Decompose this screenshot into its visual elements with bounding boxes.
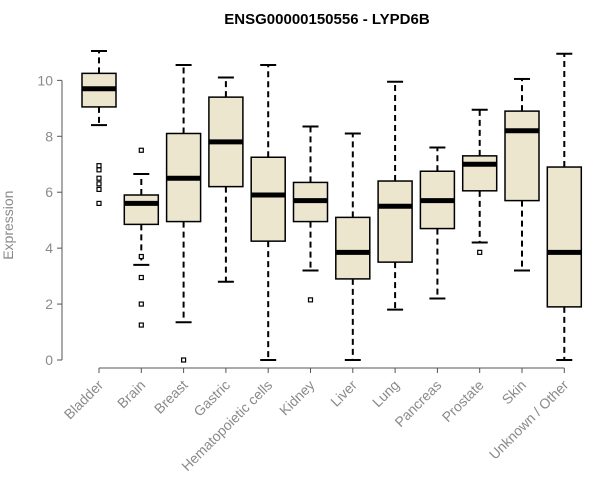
- outlier-point: [181, 357, 187, 363]
- x-tick-label: Bladder: [61, 377, 107, 423]
- iqr-box: [504, 110, 540, 202]
- outlier-point: [477, 249, 483, 255]
- x-tick-label: Breast: [151, 377, 191, 417]
- outlier-point: [96, 163, 102, 169]
- box-breast: [165, 63, 202, 363]
- iqr-box: [250, 156, 286, 242]
- y-axis-label: Expression: [0, 191, 16, 260]
- iqr-box: [377, 180, 413, 263]
- y-tick-label: 0: [45, 352, 53, 368]
- box-brain: [123, 147, 160, 328]
- x-tick-label: Prostate: [439, 377, 487, 425]
- x-tick-label: Brain: [114, 377, 148, 411]
- x-tick-label: Kidney: [276, 377, 318, 419]
- y-tick-label: 6: [45, 184, 53, 200]
- chart-title: ENSG00000150556 - LYPD6B: [224, 11, 430, 28]
- box-hematopoietic-cells: [250, 63, 286, 361]
- y-tick-label: 8: [45, 128, 53, 144]
- box-lung: [377, 80, 413, 311]
- outlier-point: [96, 167, 102, 173]
- x-tick-label: Liver: [327, 377, 360, 410]
- y-axis: 0 2 4 6 8 10: [37, 72, 63, 368]
- outlier-point: [96, 181, 102, 187]
- x-tick-label: Unknown / Other: [486, 377, 572, 463]
- box-series: [81, 49, 583, 363]
- x-tick-label: Pancreas: [391, 377, 444, 430]
- y-tick-label: 4: [45, 240, 53, 256]
- iqr-box: [546, 166, 583, 308]
- outlier-point: [138, 274, 144, 281]
- outlier-point: [96, 186, 102, 193]
- box-unknown-other: [546, 52, 583, 361]
- iqr-box: [335, 216, 371, 280]
- box-liver: [335, 132, 371, 361]
- y-tick-label: 2: [45, 296, 53, 312]
- box-skin: [504, 77, 540, 272]
- outlier-point: [96, 200, 102, 206]
- y-tick-label: 10: [37, 72, 53, 88]
- outlier-point: [96, 175, 102, 181]
- outlier-point: [138, 147, 144, 153]
- box-pancreas: [419, 146, 456, 300]
- outlier-point: [138, 322, 144, 328]
- x-tick-label: Skin: [499, 377, 530, 408]
- box-gastric: [208, 76, 244, 283]
- box-kidney: [292, 125, 329, 303]
- outlier-point: [138, 253, 144, 260]
- box-bladder: [81, 49, 117, 206]
- box-prostate: [461, 108, 498, 255]
- iqr-box: [461, 155, 498, 192]
- outlier-point: [307, 297, 314, 303]
- iqr-box: [123, 194, 160, 226]
- outlier-point: [138, 301, 144, 307]
- x-tick-label: Lung: [369, 377, 402, 410]
